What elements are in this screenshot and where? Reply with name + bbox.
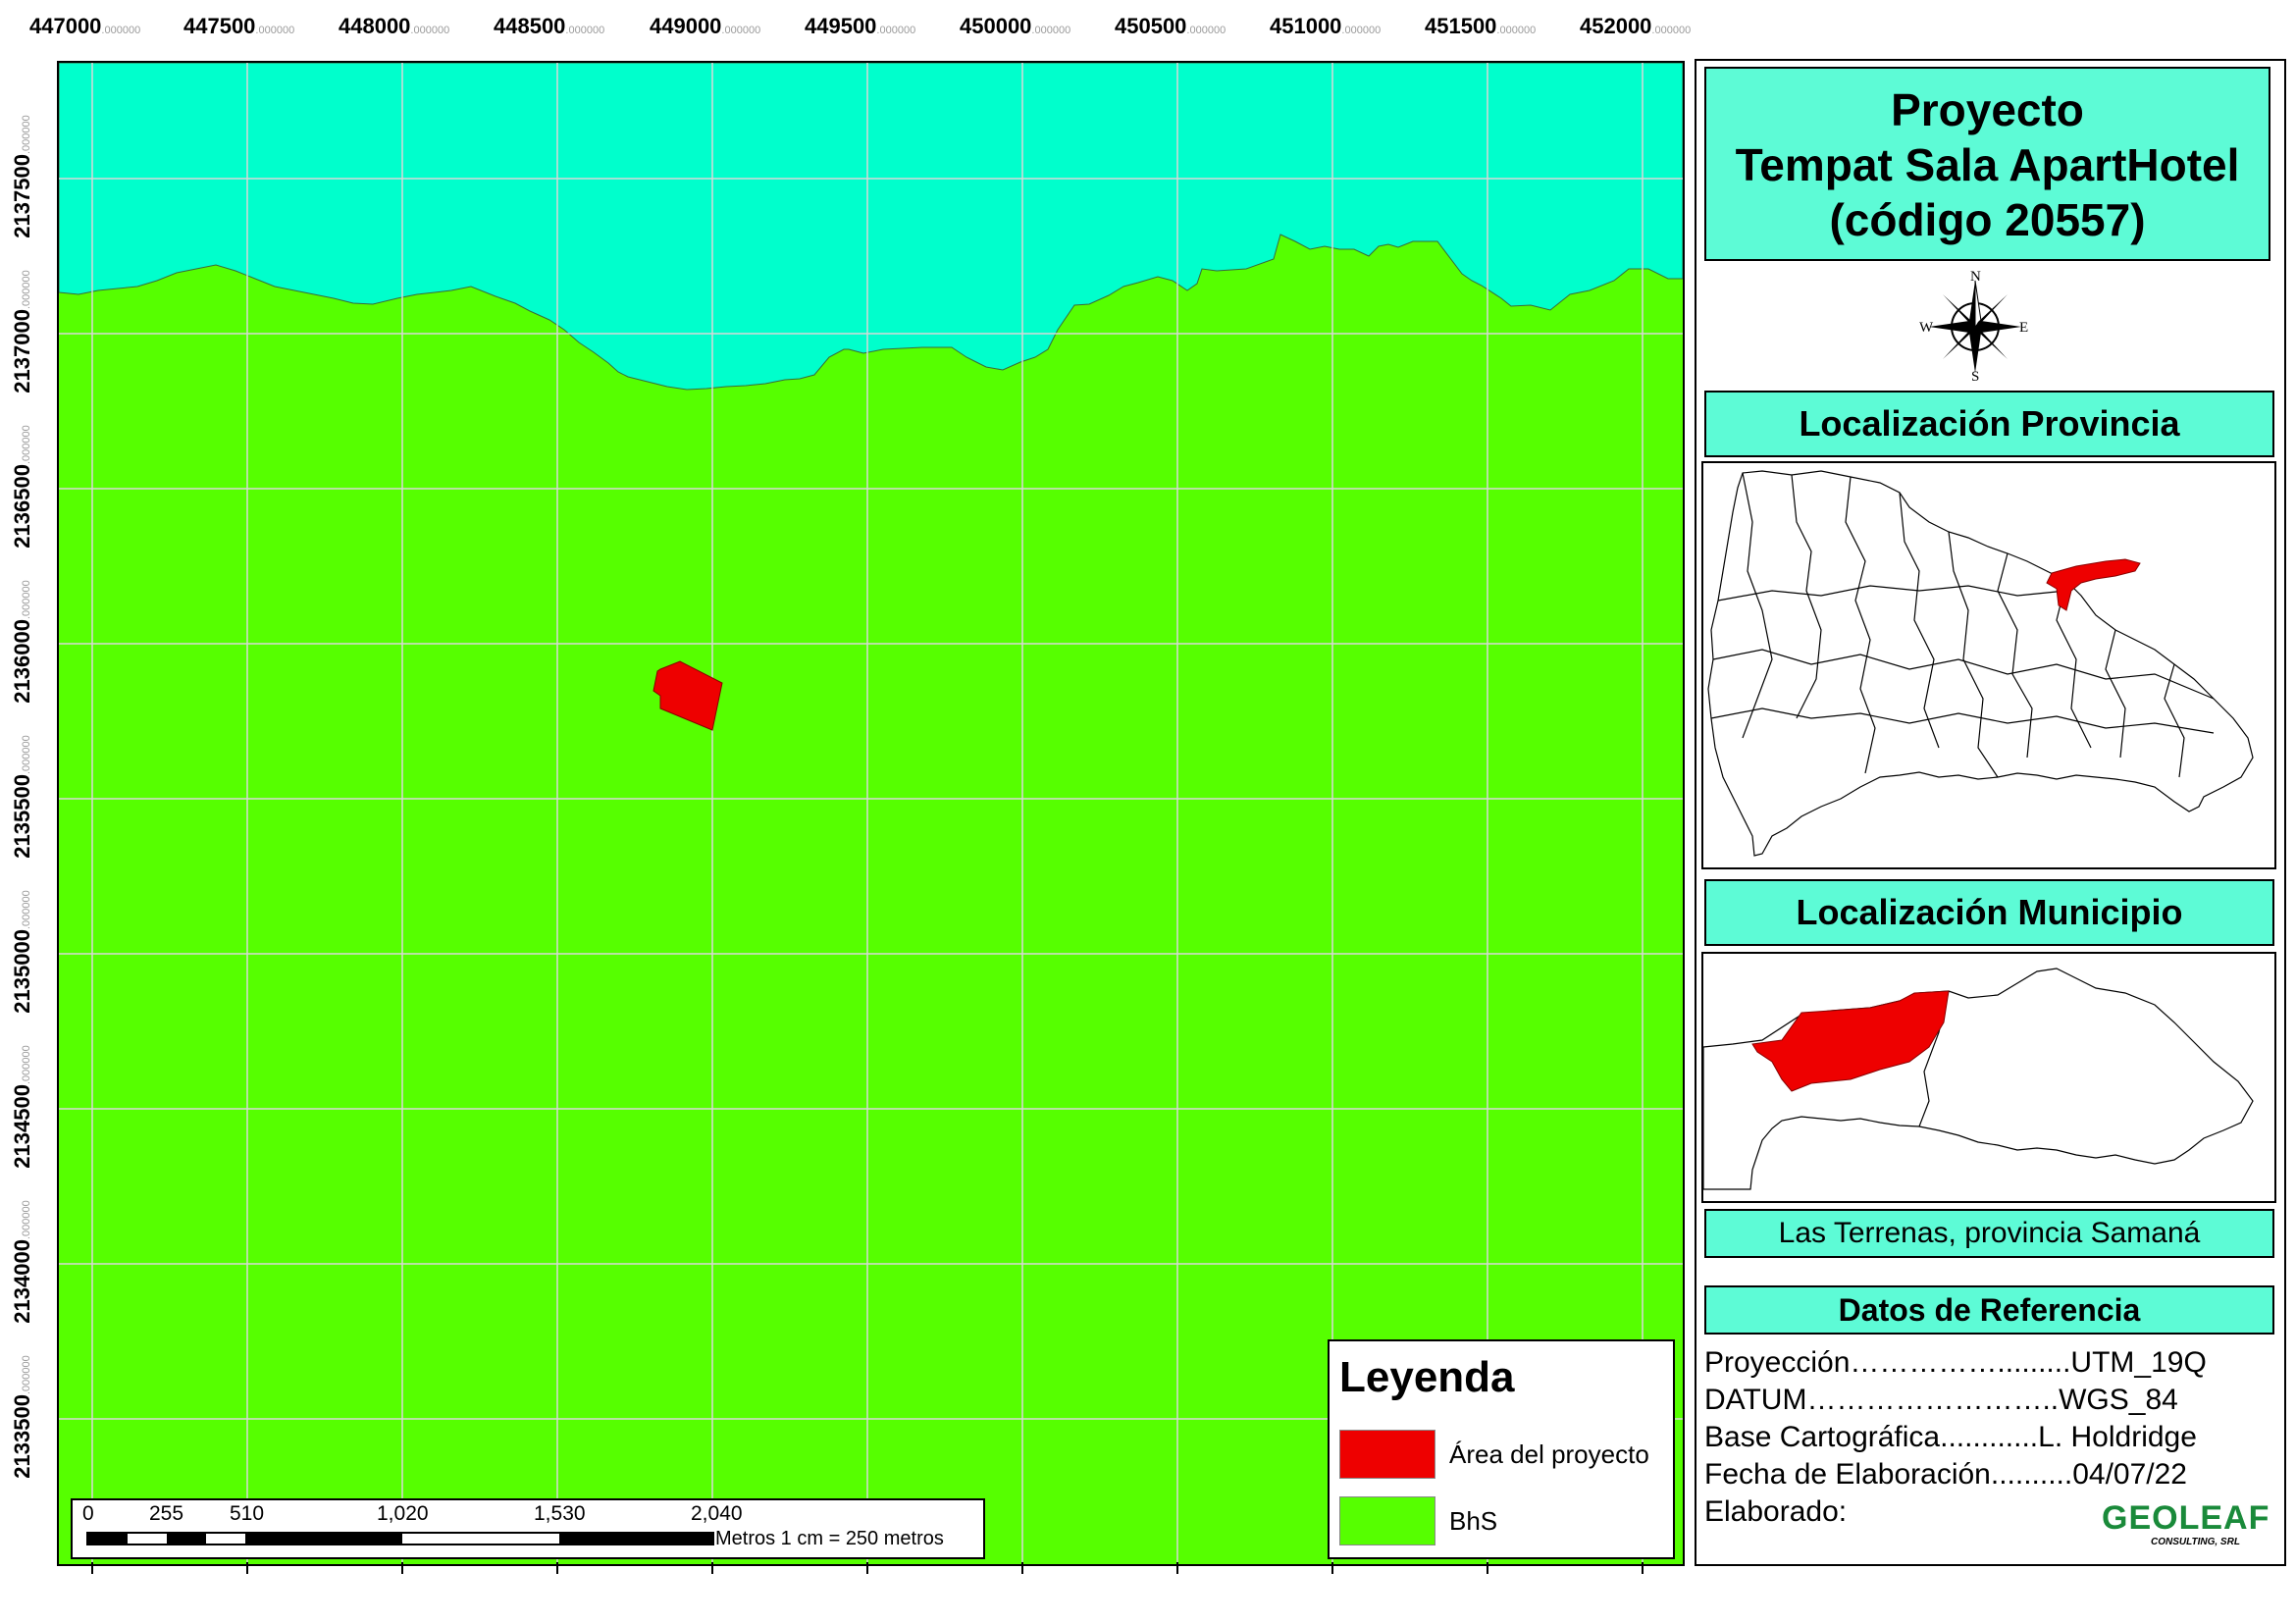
legend-swatch-bhs (1339, 1496, 1435, 1545)
x-tick: 449500.000000 (805, 14, 916, 38)
scale-label: 510 (230, 1502, 265, 1525)
scale-label: 1,020 (377, 1502, 429, 1525)
geoleaf-logo: GEOLEAF CONSULTING, SRL (2102, 1499, 2278, 1558)
title-line-1: Proyecto (1891, 84, 2084, 135)
compass-rose-icon (1929, 280, 2021, 373)
municipio-map-canvas (1702, 968, 2254, 1190)
x-tick: 449000.000000 (650, 14, 761, 38)
scale-bar: 0 255 510 1,020 1,530 2,040 Metros 1 cm … (71, 1498, 985, 1559)
compass-s: S (1971, 369, 1980, 385)
title-line-3: (código 20557) (1829, 194, 2146, 245)
title-line-2: Tempat Sala ApartHotel (1735, 139, 2240, 190)
x-tick: 450500.000000 (1115, 14, 1226, 38)
map-legend: Leyenda Área del proyecto BhS (1328, 1339, 1675, 1559)
ref-row-author: Elaborado: (1704, 1495, 1848, 1528)
bottom-axis-ticks (91, 1562, 1644, 1574)
scale-label: 2,040 (691, 1502, 743, 1525)
scale-label: 255 (149, 1502, 184, 1525)
legend-label-project: Área del proyecto (1449, 1440, 1649, 1469)
logo-subtext: CONSULTING, SRL (2151, 1537, 2240, 1547)
provincia-locator-map[interactable] (1701, 461, 2276, 869)
samana-province-highlight (2046, 558, 2141, 611)
project-area-polygon[interactable] (652, 660, 723, 731)
grid-lines (59, 63, 1683, 1564)
ref-row-projection: Proyección…………….........UTM_19Q (1704, 1346, 2207, 1379)
x-tick: 448000.000000 (339, 14, 450, 38)
x-tick: 451500.000000 (1425, 14, 1537, 38)
legend-title: Leyenda (1339, 1353, 1515, 1401)
reference-header: Datos de Referencia (1704, 1285, 2274, 1335)
x-tick: 451000.000000 (1270, 14, 1382, 38)
compass-n: N (1970, 269, 1981, 285)
scale-label: 0 (82, 1502, 94, 1525)
x-tick: 447500.000000 (183, 14, 295, 38)
legend-label-bhs: BhS (1449, 1506, 1498, 1536)
north-arrow: N S W E (1919, 269, 2029, 385)
map-canvas (59, 63, 1683, 1564)
scale-label: 1,530 (534, 1502, 586, 1525)
provincia-map-canvas (1707, 470, 2254, 857)
municipio-locator-map[interactable] (1701, 952, 2276, 1203)
main-map[interactable] (57, 61, 1685, 1566)
provincia-header: Localización Provincia (1704, 391, 2274, 457)
compass-e: E (2019, 320, 2029, 336)
las-terrenas-highlight (1751, 990, 1950, 1092)
municipio-header: Localización Municipio (1704, 879, 2274, 946)
ref-row-datum: DATUM……………………..WGS_84 (1704, 1384, 2178, 1416)
x-tick: 450000.000000 (960, 14, 1071, 38)
title-box: Proyecto Tempat Sala ApartHotel (código … (1704, 67, 2270, 261)
x-tick: 452000.000000 (1580, 14, 1692, 38)
sea-area (59, 63, 1683, 391)
ref-row-base: Base Cartográfica............L. Holdridg… (1704, 1421, 2197, 1453)
ref-row-date: Fecha de Elaboración..........04/07/22 (1704, 1458, 2187, 1491)
x-tick: 447000.000000 (29, 14, 141, 38)
location-box: Las Terrenas, provincia Samaná (1704, 1209, 2274, 1258)
x-tick: 448500.000000 (494, 14, 605, 38)
compass-w: W (1919, 320, 1934, 336)
logo-text: GEOLEAF (2102, 1499, 2270, 1537)
scale-unit: Metros 1 cm = 250 metros (715, 1528, 944, 1549)
scale-bar-graphic (86, 1532, 714, 1545)
legend-swatch-project (1339, 1430, 1435, 1479)
